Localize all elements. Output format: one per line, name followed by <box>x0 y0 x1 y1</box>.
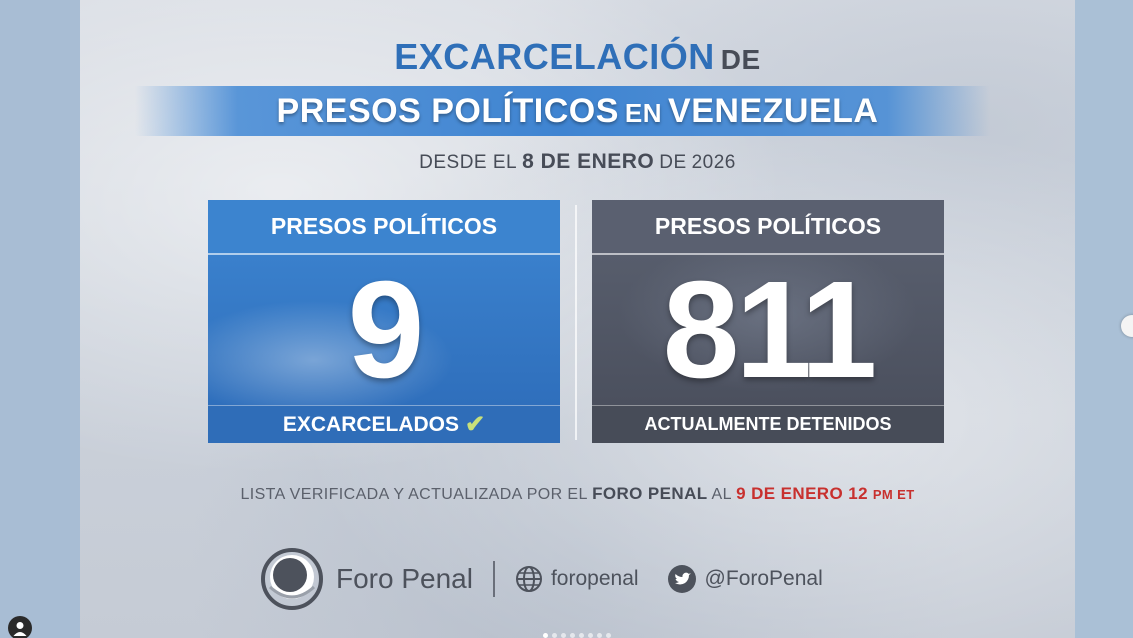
carousel-dot[interactable] <box>561 633 566 638</box>
carousel-dot[interactable] <box>597 633 602 638</box>
globe-icon <box>515 566 542 592</box>
brand-footer: Foro Penal foropenal @ForoPenal <box>260 548 823 610</box>
twitter-handle: @ForoPenal <box>704 567 823 590</box>
detained-label: ACTUALMENTE DETENIDOS <box>644 414 892 434</box>
brand-name: Foro Penal <box>336 563 473 594</box>
headline-band <box>135 86 990 136</box>
carousel-dot[interactable] <box>588 633 593 638</box>
carousel-dots <box>543 633 611 638</box>
left-backdrop <box>0 0 80 638</box>
person-icon <box>13 622 27 636</box>
released-footer: EXCARCELADOS ✔ <box>208 405 560 443</box>
date-subtitle: DESDE EL 8 DE ENERO DE 2026 <box>80 150 1075 174</box>
verification-text: LISTA VERIFICADA Y ACTUALIZADA POR EL <box>240 486 588 503</box>
subtitle-year: 2026 <box>691 152 736 173</box>
carousel-dot[interactable] <box>552 633 557 638</box>
released-label: EXCARCELADOS <box>282 412 460 436</box>
carousel-next-button[interactable] <box>1121 315 1133 337</box>
released-body: 9 <box>208 255 560 405</box>
subtitle-mid: DE <box>659 152 687 173</box>
detained-footer: ACTUALMENTE DETENIDOS <box>592 405 944 443</box>
stat-divider <box>575 205 577 440</box>
detained-body: 811 <box>592 255 944 405</box>
headline-de: DE <box>720 44 761 75</box>
headline-en: EN <box>624 98 663 128</box>
verification-note: LISTA VERIFICADA Y ACTUALIZADA POR EL FO… <box>80 484 1075 504</box>
detained-count: 811 <box>662 253 878 407</box>
released-stat-box: PRESOS POLÍTICOS 9 EXCARCELADOS ✔ <box>208 200 560 443</box>
headline-line-1: EXCARCELACIÓN DE <box>80 36 1075 78</box>
website-handle: foropenal <box>550 567 639 590</box>
foro-penal-logo-icon <box>261 548 323 610</box>
verification-org: FORO PENAL <box>592 484 708 503</box>
verification-at: AL <box>711 486 732 503</box>
carousel-dot[interactable] <box>570 633 575 638</box>
headline-venezuela: VENEZUELA <box>668 92 879 130</box>
post-image[interactable]: EXCARCELACIÓN DE PRESOS POLÍTICOS EN VENEZU… <box>80 0 1075 638</box>
verification-date: 9 DE ENERO 12 <box>736 484 868 503</box>
headline-excarcelacion: EXCARCELACIÓN <box>394 36 715 77</box>
footer-separator <box>492 561 495 597</box>
check-icon: ✔ <box>465 411 486 438</box>
carousel-dot[interactable] <box>543 633 548 638</box>
verification-time-unit: PM ET <box>872 487 915 502</box>
subtitle-date: 8 DE ENERO <box>522 150 655 173</box>
released-count: 9 <box>347 253 425 407</box>
user-avatar-icon[interactable] <box>8 616 32 638</box>
subtitle-prefix: DESDE EL <box>419 152 518 173</box>
carousel-dot[interactable] <box>579 633 584 638</box>
released-header: PRESOS POLÍTICOS <box>208 200 560 255</box>
headline-presos-politicos: PRESOS POLÍTICOS <box>276 92 619 130</box>
twitter-bird-icon <box>667 565 696 593</box>
detained-stat-box: PRESOS POLÍTICOS 811 ACTUALMENTE DETENID… <box>592 200 944 443</box>
detained-header: PRESOS POLÍTICOS <box>592 200 944 255</box>
carousel-dot[interactable] <box>606 633 611 638</box>
headline-line-2: PRESOS POLÍTICOS EN VENEZUELA <box>80 92 1075 131</box>
